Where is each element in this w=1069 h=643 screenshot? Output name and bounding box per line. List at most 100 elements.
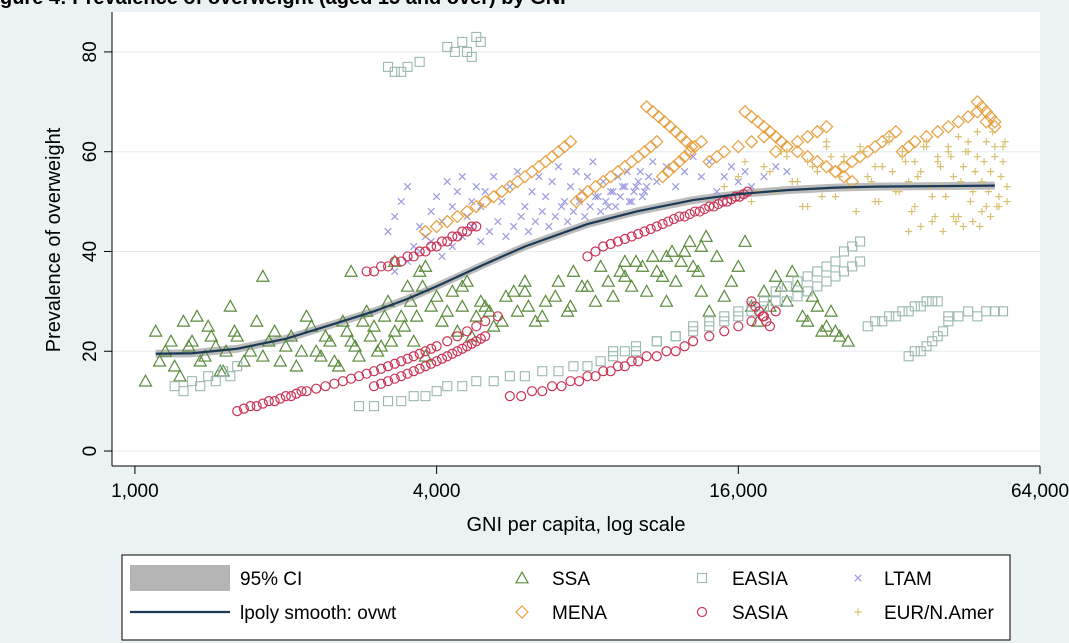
point-ssa (355, 314, 370, 327)
point-eur-n-amer (1003, 183, 1011, 191)
point-ltam (427, 207, 435, 216)
point-sasia (619, 233, 630, 245)
legend-marker-sasia (696, 606, 708, 618)
point-eur-n-amer (976, 222, 984, 231)
point-easia (792, 291, 803, 302)
point-mena (819, 159, 834, 174)
point-ltam (521, 202, 529, 211)
point-sasia (526, 386, 538, 397)
point-ltam (606, 187, 615, 196)
point-sasia (582, 251, 593, 262)
point-eur-n-amer (982, 138, 990, 146)
point-eur-n-amer (885, 133, 893, 141)
point-ltam (616, 192, 624, 201)
point-ssa (255, 269, 270, 282)
point-ssa (429, 289, 444, 302)
point-sasia (645, 223, 656, 235)
point-easia (537, 366, 548, 377)
point-easia (909, 346, 920, 357)
y-tick-label: 0 (80, 446, 101, 457)
point-sasia (389, 358, 400, 369)
legend-label-easia: EASIA (732, 569, 788, 590)
point-eur-n-amer (908, 207, 916, 216)
point-ltam (535, 172, 543, 181)
point-ssa (774, 279, 789, 292)
axis-ticks: 0 20 40 60 80 1,000 4,000 16,000 64,000 (80, 41, 1069, 502)
point-sasia (452, 331, 463, 342)
point-ltam (618, 182, 627, 191)
point-mena (667, 159, 681, 174)
point-sasia (619, 361, 630, 372)
point-mena (744, 134, 759, 149)
point-ssa (400, 279, 415, 292)
point-ssa (331, 358, 346, 372)
point-eur-n-amer (969, 217, 977, 226)
point-sasia (420, 361, 431, 372)
point-sasia (291, 388, 302, 399)
point-eur-n-amer (840, 153, 848, 161)
point-sasia (679, 341, 690, 352)
point-ssa (138, 373, 153, 387)
point-ssa (455, 279, 470, 292)
point-ssa (434, 314, 450, 327)
point-easia (195, 381, 206, 392)
point-mena (970, 104, 985, 119)
point-sasia (699, 203, 710, 215)
point-mena (672, 154, 687, 169)
point-mena (987, 114, 1002, 129)
point-ssa (223, 299, 238, 312)
point-sasia (389, 256, 400, 267)
point-mena (845, 154, 860, 169)
point-mena (828, 164, 843, 179)
point-ltam (760, 172, 768, 181)
legend-item-eur-n-amer: EUR/N.Amer (854, 603, 994, 624)
point-mena (800, 129, 815, 144)
point-eur-n-amer (936, 163, 945, 171)
point-sasia (376, 261, 387, 272)
point-eur-n-amer (942, 192, 950, 201)
point-eur-n-amer (895, 188, 903, 196)
point-mena (717, 144, 732, 159)
point-ssa (768, 269, 783, 282)
point-easia (921, 296, 932, 307)
point-sasia (238, 403, 250, 414)
scatter-points (138, 31, 1011, 417)
point-eur-n-amer (898, 148, 906, 156)
point-easia (457, 36, 468, 47)
point-ssa (517, 274, 532, 287)
point-easia (466, 51, 477, 62)
point-sasia (382, 376, 394, 387)
point-easia (770, 296, 781, 307)
point-eur-n-amer (720, 183, 728, 191)
point-ltam (438, 252, 446, 261)
point-eur-n-amer (964, 148, 972, 156)
point-sasia (480, 316, 491, 327)
point-easia (595, 356, 606, 367)
point-ssa (243, 344, 258, 357)
point-ltam (572, 167, 581, 176)
point-sasia (704, 331, 715, 342)
point-ltam (551, 212, 559, 221)
point-eur-n-amer (999, 143, 1007, 151)
point-easia (368, 401, 380, 412)
point-sasia (368, 366, 380, 377)
point-sasia (670, 346, 681, 357)
point-easia (353, 401, 365, 412)
point-mena (790, 134, 805, 149)
smooth-curve (155, 184, 995, 355)
y-axis-title: Prevalence of overweight (43, 127, 65, 352)
point-eur-n-amer (997, 173, 1005, 181)
point-eur-n-amer (888, 168, 897, 176)
point-eur-n-amer (852, 207, 860, 216)
point-ssa (756, 284, 771, 297)
point-easia (402, 61, 413, 72)
point-eur-n-amer (734, 173, 742, 181)
point-ssa (189, 309, 205, 322)
y-tick-label: 20 (80, 341, 101, 362)
point-easia (225, 371, 236, 382)
point-ltam (432, 192, 441, 201)
point-easia (704, 321, 715, 332)
legend-item-mena: MENA (515, 603, 607, 624)
point-ssa (406, 334, 421, 347)
point-easia (670, 331, 681, 342)
